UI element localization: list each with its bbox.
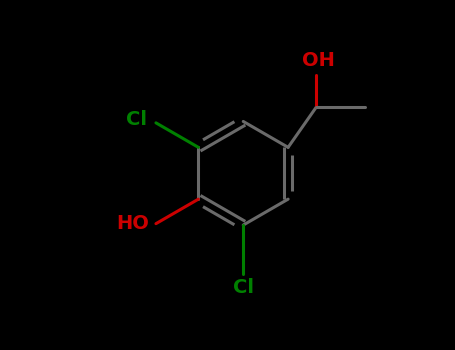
Text: HO: HO <box>116 214 149 233</box>
Text: Cl: Cl <box>126 110 147 129</box>
Text: Cl: Cl <box>233 278 254 296</box>
Text: OH: OH <box>302 51 334 70</box>
